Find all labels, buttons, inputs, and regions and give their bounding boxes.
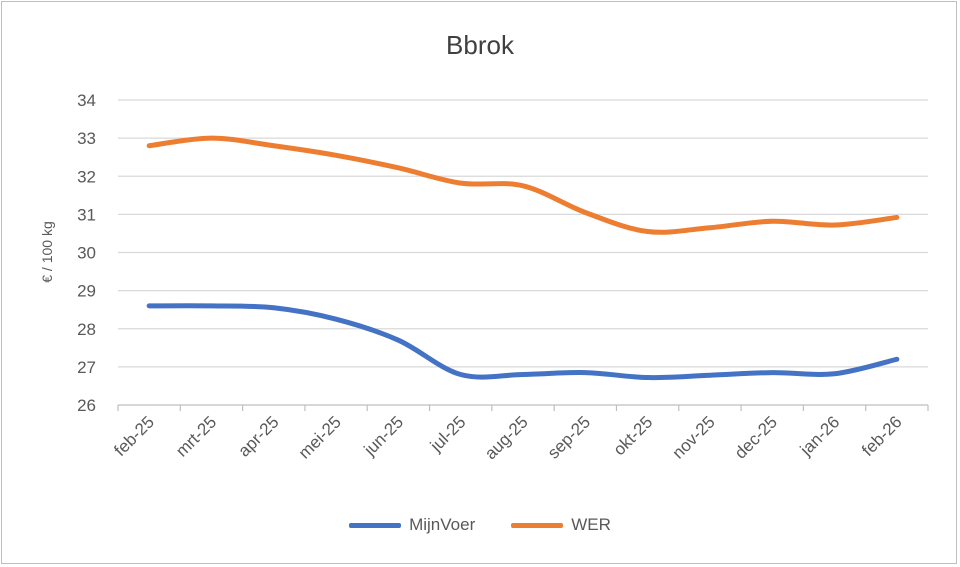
y-tick-label: 31 [77,205,96,224]
y-tick-label: 29 [77,282,96,301]
y-tick-label: 34 [77,91,96,110]
y-axis-label: € / 100 kg [39,221,55,283]
legend-swatch-wer [511,522,564,528]
chart-title: Bbrok [446,30,514,60]
x-tick-label: feb-25 [110,412,158,460]
x-tick-label: apr-25 [234,412,282,460]
series-lines [146,135,900,381]
legend: MijnVoer WER [0,515,960,535]
y-tick-label: 26 [77,396,96,415]
x-tick-label: jan-26 [796,412,844,460]
legend-swatch-mijnvoer [349,522,402,528]
x-tick-label: okt-25 [610,412,657,459]
y-tick-label: 28 [77,320,96,339]
gridlines [118,99,928,368]
legend-label-wer: WER [571,515,611,534]
series-line-mijnvoer [146,303,900,381]
legend-item-wer: WER [511,515,611,535]
legend-label-mijnvoer: MijnVoer [409,515,476,534]
y-axis-ticks: 26 27 28 29 30 31 32 33 34 [77,91,96,415]
legend-item-mijnvoer: MijnVoer [349,515,475,535]
x-tick-label: feb-26 [858,412,906,460]
y-tick-label: 27 [77,358,96,377]
x-axis-ticks: feb-25 mrt-25 apr-25 mei-25 jun-25 jul-25 aug-… [110,412,905,463]
x-tick-label: mrt-25 [172,412,220,460]
x-tick-label: mei-25 [295,412,345,462]
y-tick-label: 32 [77,167,96,186]
x-tick-label: dec-25 [731,412,781,462]
y-tick-label: 33 [77,129,96,148]
x-tick-label: nov-25 [669,412,719,462]
y-tick-label: 30 [77,244,96,263]
x-tick-label: jul-25 [426,412,470,456]
x-tick-label: jun-25 [360,412,408,460]
x-axis [117,404,929,411]
x-tick-label: sep-25 [544,412,594,462]
x-tick-label: aug-25 [481,412,532,463]
series-line-wer [146,135,900,235]
